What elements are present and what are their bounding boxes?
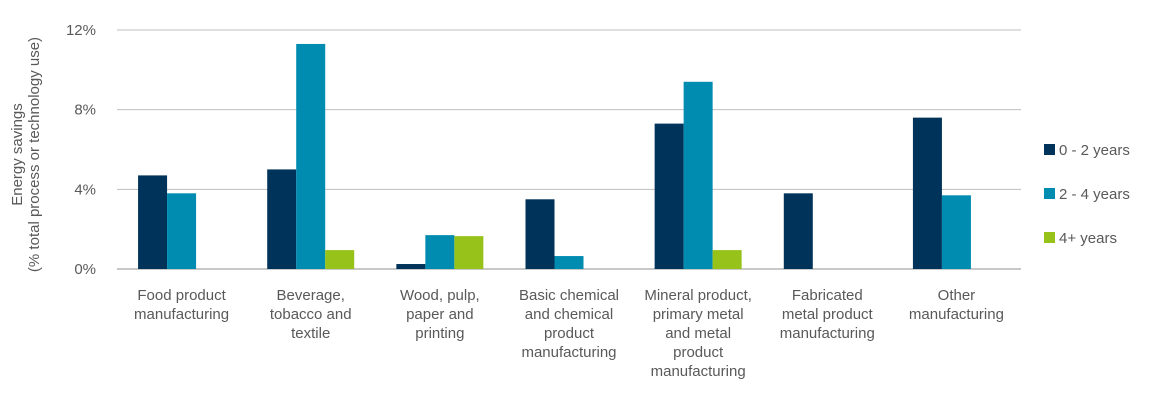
category-label-line: product xyxy=(544,325,595,342)
category-label: Food product manufacturing xyxy=(134,287,229,323)
category-label: Fabricated metal product manufacturing xyxy=(780,287,875,342)
category-label-line: tobacco and xyxy=(270,306,352,323)
legend-swatch xyxy=(1044,144,1055,155)
category-label-line: manufacturing xyxy=(909,306,1004,323)
legend-swatch xyxy=(1044,232,1055,243)
y-axis-title-line: Energy savings xyxy=(9,103,26,206)
category-label-line: manufacturing xyxy=(521,344,616,361)
category-label-line: metal product xyxy=(782,306,874,323)
bar-0-2-years xyxy=(396,264,426,269)
category-label-line: Wood, pulp, xyxy=(400,287,480,304)
category-label: Other manufacturing xyxy=(909,287,1004,323)
bar-2-4-years xyxy=(425,235,455,269)
bar-0-2-years xyxy=(267,169,297,269)
category-label-line: manufacturing xyxy=(651,363,746,380)
bars xyxy=(138,43,971,270)
bar-2-4-years xyxy=(683,81,713,270)
category-label-line: Food product xyxy=(137,287,226,304)
category-label-line: Fabricated xyxy=(792,287,863,304)
bar-4-years xyxy=(454,236,484,269)
category-label-line: and metal xyxy=(665,325,731,342)
legend-swatch xyxy=(1044,188,1055,199)
category-label-line: primary metal xyxy=(653,306,744,323)
y-axis-ticks: 0% 4% 8% 12% xyxy=(66,22,96,278)
category-label-line: product xyxy=(673,344,724,361)
bar-4-years xyxy=(325,250,355,269)
bar-4-years xyxy=(712,250,742,269)
category-label: Beverage, tobacco and textile xyxy=(270,287,352,342)
category-label-line: manufacturing xyxy=(780,325,875,342)
gridlines xyxy=(117,29,1021,270)
y-axis-title-line: (% total process or technology use) xyxy=(26,37,43,272)
category-label-line: manufacturing xyxy=(134,306,229,323)
legend-label: 2 - 4 years xyxy=(1059,186,1130,203)
category-label-line: and chemical xyxy=(525,306,613,323)
y-tick-label: 0% xyxy=(74,261,96,278)
y-axis-title-text: Energy savings(% total process or techno… xyxy=(9,37,43,272)
x-axis-categories: Food product manufacturing Beverage, tobacc… xyxy=(134,287,1004,380)
bar-0-2-years xyxy=(912,117,942,269)
bar-2-4-years xyxy=(167,193,197,269)
bar-0-2-years xyxy=(138,175,168,269)
y-tick-label: 4% xyxy=(74,181,96,198)
bar-0-2-years xyxy=(525,199,555,269)
bar-2-4-years xyxy=(941,195,971,269)
y-axis-title: Energy savings(% total process or techno… xyxy=(9,37,43,272)
category-label: Basic chemical and chemical product manufac… xyxy=(519,287,619,361)
bar-0-2-years xyxy=(783,193,813,269)
bar-2-4-years xyxy=(296,43,326,269)
category-label-line: paper and xyxy=(406,306,474,323)
category-label-line: Basic chemical xyxy=(519,287,619,304)
category-label: Wood, pulp, paper and printing xyxy=(400,287,480,342)
bar-0-2-years xyxy=(654,123,684,269)
category-label-line: textile xyxy=(291,325,330,342)
legend-label: 0 - 2 years xyxy=(1059,142,1130,159)
y-tick-label: 8% xyxy=(74,102,96,119)
legend: 0 - 2 years 2 - 4 years 4+ years xyxy=(1044,142,1130,247)
category-label-line: Other xyxy=(938,287,976,304)
bar-2-4-years xyxy=(554,256,584,269)
category-label-line: Mineral product, xyxy=(644,287,752,304)
category-label-line: Beverage, xyxy=(277,287,345,304)
category-label-line: printing xyxy=(415,325,464,342)
y-tick-label: 12% xyxy=(66,22,96,39)
legend-label: 4+ years xyxy=(1059,230,1117,247)
category-label: Mineral product, primary metal and metal pr… xyxy=(644,287,752,380)
